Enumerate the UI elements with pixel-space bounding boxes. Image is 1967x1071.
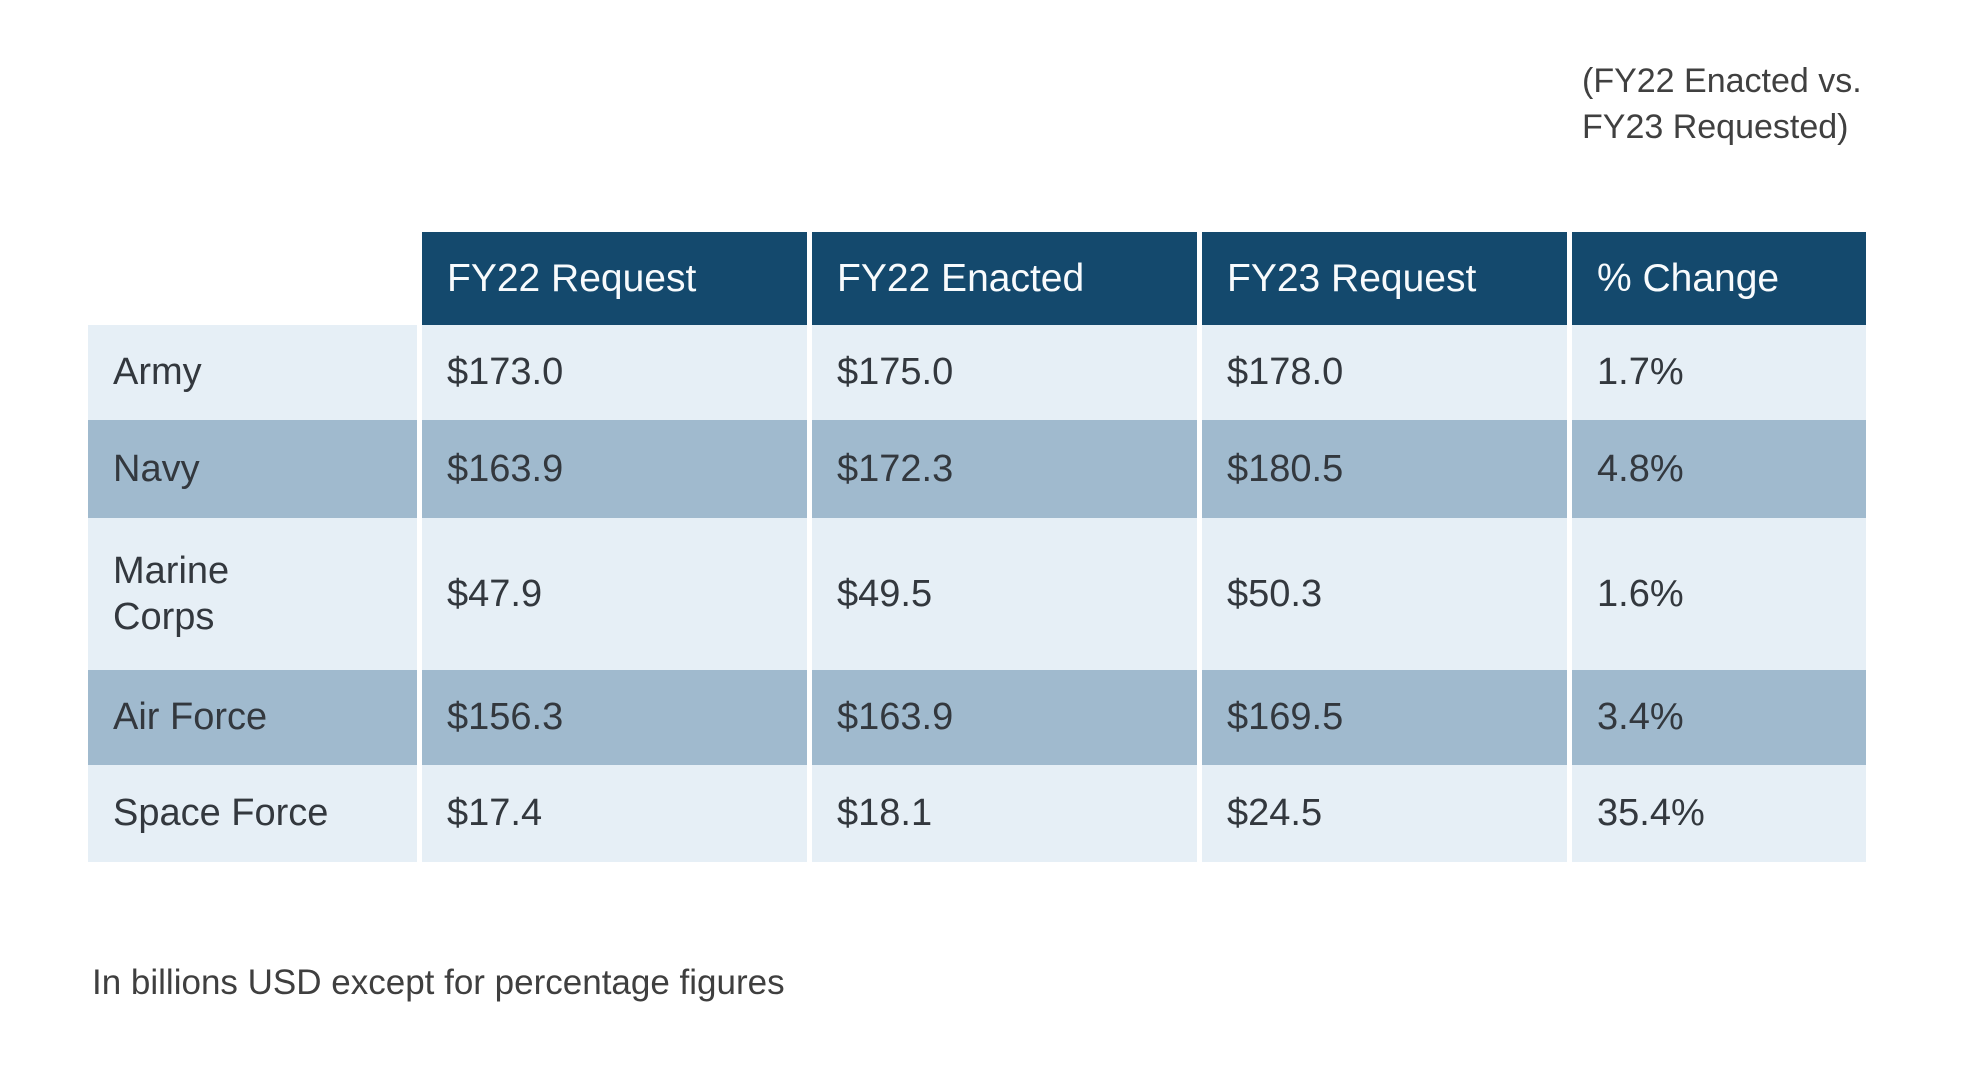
cell-army-fy22-request: $173.0 xyxy=(422,325,807,420)
cell-air-force-fy22-enacted: $163.9 xyxy=(812,670,1197,765)
budget-table: FY22 Request FY22 Enacted FY23 Request %… xyxy=(88,232,1866,862)
cell-navy-fy23-request: $180.5 xyxy=(1202,420,1567,518)
cell-army-fy23-request: $178.0 xyxy=(1202,325,1567,420)
cell-navy-fy22-enacted: $172.3 xyxy=(812,420,1197,518)
cell-space-force-pct-change: 35.4% xyxy=(1572,765,1866,862)
cell-space-force-fy22-enacted: $18.1 xyxy=(812,765,1197,862)
column-header-fy22-request: FY22 Request xyxy=(422,232,807,325)
cell-space-force-fy23-request: $24.5 xyxy=(1202,765,1567,862)
column-header-pct-change: % Change xyxy=(1572,232,1866,325)
row-label-army: Army xyxy=(88,325,417,420)
column-header-fy23-request: FY23 Request xyxy=(1202,232,1567,325)
cell-navy-pct-change: 4.8% xyxy=(1572,420,1866,518)
cell-air-force-fy23-request: $169.5 xyxy=(1202,670,1567,765)
row-label-marine-corps: Marine Corps xyxy=(88,518,417,670)
cell-army-fy22-enacted: $175.0 xyxy=(812,325,1197,420)
cell-air-force-fy22-request: $156.3 xyxy=(422,670,807,765)
comparison-annotation: (FY22 Enacted vs. FY23 Requested) xyxy=(1582,58,1862,150)
row-label-air-force: Air Force xyxy=(88,670,417,765)
table-corner-spacer xyxy=(88,232,417,325)
cell-space-force-fy22-request: $17.4 xyxy=(422,765,807,862)
cell-navy-fy22-request: $163.9 xyxy=(422,420,807,518)
row-label-navy: Navy xyxy=(88,420,417,518)
units-footnote: In billions USD except for percentage fi… xyxy=(92,963,785,1002)
cell-marine-corps-fy22-request: $47.9 xyxy=(422,518,807,670)
cell-marine-corps-fy22-enacted: $49.5 xyxy=(812,518,1197,670)
cell-army-pct-change: 1.7% xyxy=(1572,325,1866,420)
cell-air-force-pct-change: 3.4% xyxy=(1572,670,1866,765)
cell-marine-corps-pct-change: 1.6% xyxy=(1572,518,1866,670)
cell-marine-corps-fy23-request: $50.3 xyxy=(1202,518,1567,670)
row-label-space-force: Space Force xyxy=(88,765,417,862)
annotation-line-2: FY23 Requested) xyxy=(1582,108,1849,146)
annotation-line-1: (FY22 Enacted vs. xyxy=(1582,62,1862,100)
column-header-fy22-enacted: FY22 Enacted xyxy=(812,232,1197,325)
